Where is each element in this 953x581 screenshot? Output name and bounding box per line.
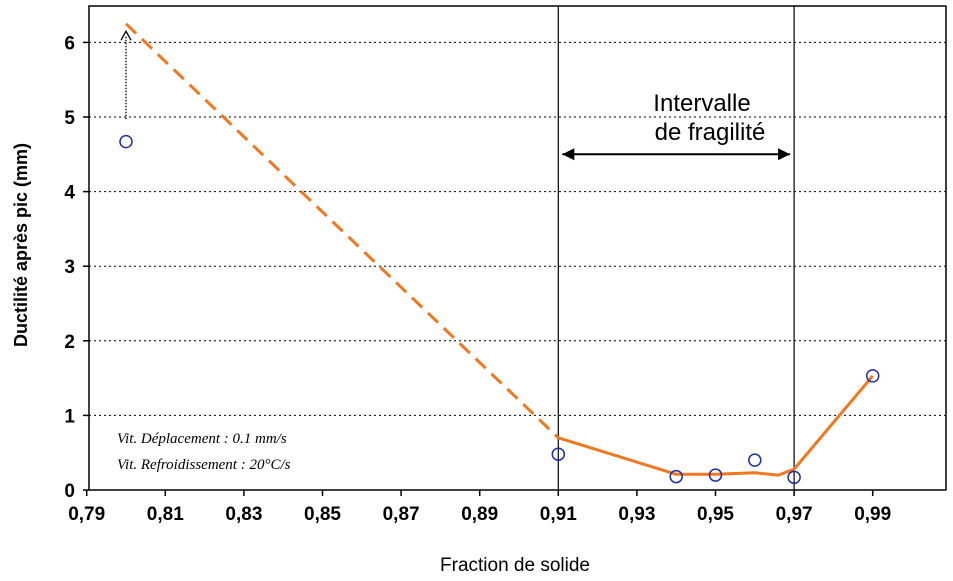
x-tick-label: 0,85 [304,504,341,525]
y-tick-label: 3 [64,257,75,278]
y-tick-label: 0 [64,481,75,502]
data-point [708,468,723,482]
x-tick-label: 0,89 [461,504,498,525]
plot-area [88,5,947,491]
grid-lines [89,41,946,416]
y-axis-label: Ductilité après pic (mm) [11,143,31,347]
x-tick-label: 0,83 [225,504,262,525]
annotation-note-line1: Vit. Déplacement : 0.1 mm/s [117,431,287,447]
y-axis-ticks: 0 1 2 3 4 5 6 [64,33,89,502]
x-tick-label: 0,87 [383,504,420,525]
x-tick-label: 0,81 [147,504,184,525]
interval-arrow-left-head [562,148,575,161]
data-point [669,469,683,484]
dashed-extrapolation-line [124,22,560,439]
annotation-interval-line1: Intervalle [653,90,750,117]
annotation-arrows [120,29,791,161]
x-tick-label: 0,93 [618,504,655,525]
y-tick-label: 2 [64,332,75,353]
x-tick-label: 0,91 [540,504,577,525]
x-tick-label: 0,79 [68,504,105,525]
interval-arrow-right-head [778,148,791,161]
solid-fit-line [557,374,874,477]
data-point [551,447,566,461]
data-point [787,470,801,485]
data-point [748,453,762,467]
y-tick-label: 1 [64,406,75,427]
upward-arrow-head [120,29,132,41]
x-tick-label: 0,99 [854,504,891,525]
data-points [119,134,880,485]
data-point [119,134,133,149]
y-tick-label: 5 [64,108,75,129]
y-tick-label: 4 [64,183,75,204]
y-tick-label: 6 [64,33,75,54]
data-point [865,369,880,383]
annotation-note-line2: Vit. Refroidissement : 20°C/s [117,457,291,473]
x-axis-label: Fraction de solide [440,555,590,576]
fit-curves [124,22,874,477]
x-tick-label: 0,95 [697,504,734,525]
x-tick-label: 0,97 [776,504,813,525]
annotation-interval-line2: de fragilité [655,119,766,146]
fragility-bounds [557,6,795,490]
x-axis-ticks: 0,79 0,81 0,83 0,85 0,87 0,89 0,91 0,93 0,95 0,97… [68,490,891,525]
